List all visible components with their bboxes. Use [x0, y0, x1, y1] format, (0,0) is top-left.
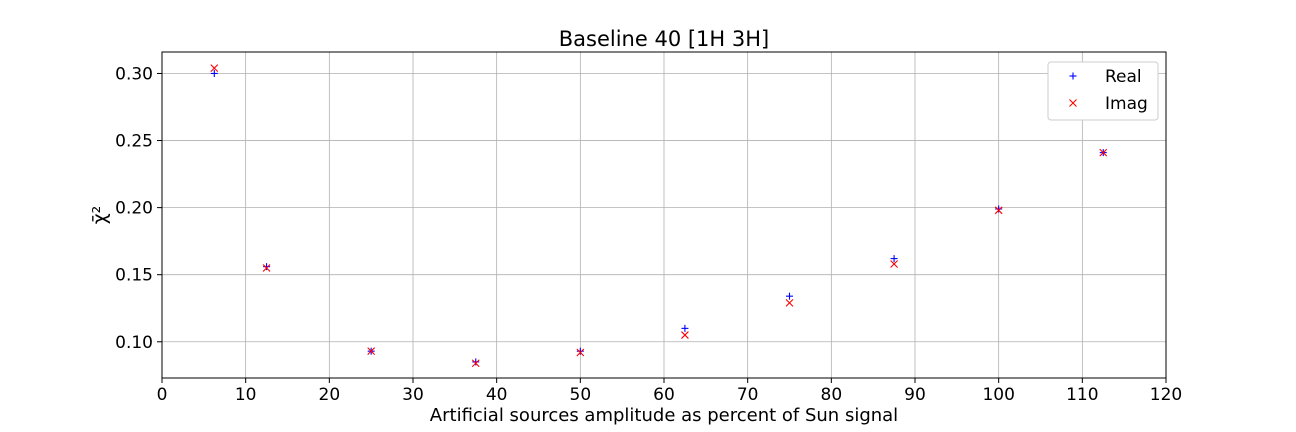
y-tick-label: 0.20	[115, 199, 153, 219]
data-point-real	[263, 263, 271, 271]
x-tick-label: 30	[402, 385, 424, 405]
x-tick-label: 50	[570, 385, 592, 405]
x-axis-label: Artificial sources amplitude as percent …	[430, 405, 898, 426]
data-point-real	[210, 69, 218, 77]
x-tick-label: 40	[486, 385, 508, 405]
legend-marker-imag	[1069, 99, 1077, 107]
data-point-imag	[890, 260, 898, 268]
legend-label-real: Real	[1105, 67, 1142, 87]
data-point-real	[890, 255, 898, 263]
data-point-imag	[576, 348, 585, 357]
y-axis-label: χ̄²	[89, 206, 111, 225]
data-point-imag	[471, 359, 480, 368]
x-tick-label: 70	[737, 385, 759, 405]
y-tick-label: 0.25	[115, 132, 153, 152]
legend-marker-real	[1069, 72, 1077, 80]
legend: Real Imag	[1047, 61, 1159, 121]
y-tick-label: 0.15	[115, 266, 153, 286]
data-point-imag	[994, 206, 1003, 215]
data-points	[210, 64, 1108, 368]
x-tick-label: 110	[1066, 385, 1098, 405]
data-point-real	[576, 347, 584, 355]
chart-title: Baseline 40 [1H 3H]	[559, 27, 769, 51]
data-point-real	[995, 205, 1003, 213]
x-tick-label: 120	[1150, 385, 1182, 405]
data-point-real	[681, 324, 689, 332]
legend-label-imag: Imag	[1105, 94, 1148, 114]
y-tick-label: 0.30	[115, 64, 153, 84]
data-point-imag	[262, 264, 271, 272]
data-point-imag	[367, 347, 376, 356]
grid	[161, 52, 1167, 378]
axis-ticks: 0 10 20 30 40 50 60 70 80 90 100 110 120 0.10 0.15 0.20…	[115, 64, 1182, 405]
data-point-imag	[785, 298, 794, 307]
x-tick-label: 100	[982, 385, 1014, 405]
x-tick-label: 20	[319, 385, 341, 405]
plot-frame	[161, 51, 1167, 379]
x-tick-label: 90	[904, 385, 926, 405]
x-tick-label: 60	[653, 385, 675, 405]
y-tick-label: 0.10	[115, 333, 153, 353]
data-point-imag	[681, 331, 689, 339]
x-tick-label: 10	[235, 385, 257, 405]
data-point-real	[786, 292, 793, 300]
data-point-real	[472, 358, 480, 366]
x-tick-label: 0	[157, 385, 168, 405]
data-point-imag	[210, 64, 219, 72]
data-point-imag	[1099, 148, 1108, 157]
x-tick-label: 80	[821, 385, 843, 405]
